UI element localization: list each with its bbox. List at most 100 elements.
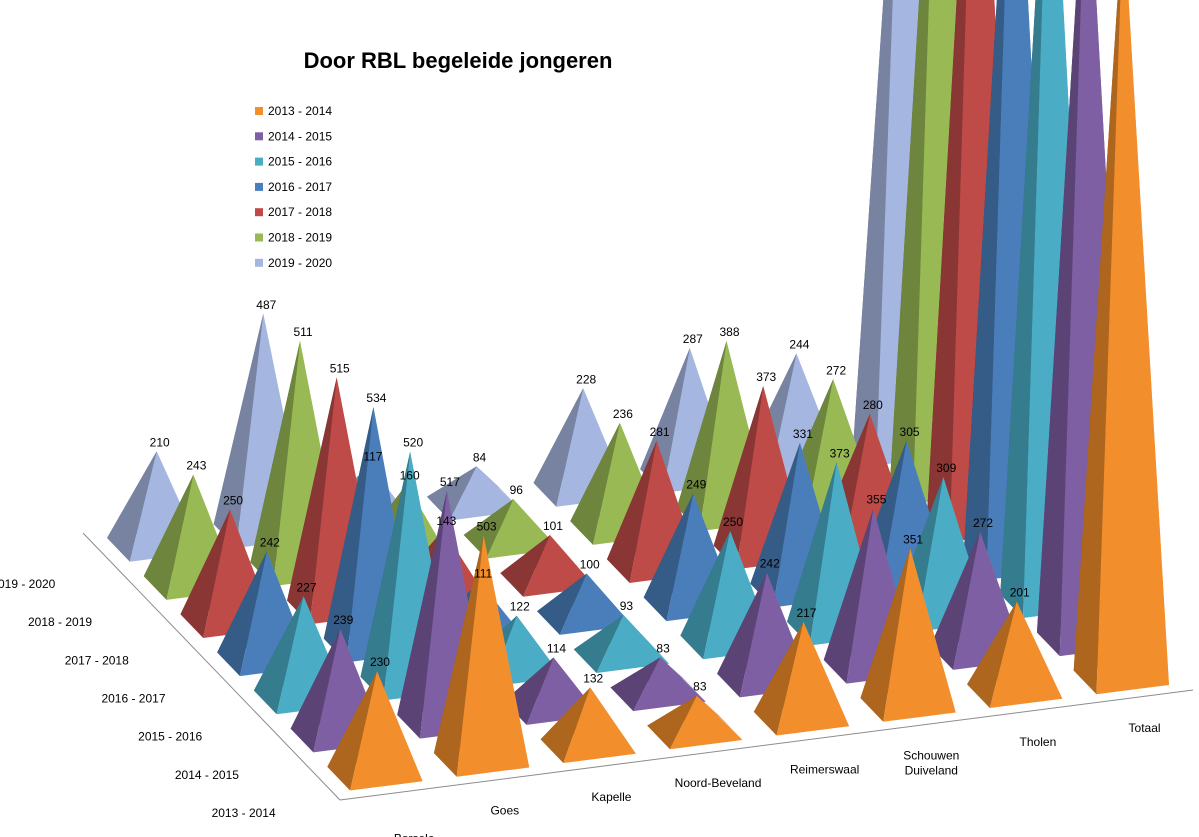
pyramid-front-face bbox=[1096, 0, 1169, 695]
data-labels: 2104871178422828724416572435111609623638… bbox=[150, 298, 1030, 694]
pyramid-left-face bbox=[290, 629, 341, 753]
legend-label: 2014 - 2015 bbox=[268, 129, 332, 143]
data-label: 239 bbox=[333, 613, 353, 627]
data-label: 111 bbox=[474, 567, 493, 581]
data-label: 114 bbox=[547, 641, 566, 655]
data-label: 101 bbox=[543, 519, 563, 533]
pyramid-left-face bbox=[143, 474, 194, 600]
pyramid-left-face bbox=[253, 596, 304, 715]
pyramid-right-face bbox=[476, 466, 523, 512]
pyramid-left-face bbox=[676, 341, 727, 532]
x-tick-label: Goes bbox=[490, 804, 519, 818]
pyramid-left-face bbox=[610, 657, 661, 712]
data-label: 351 bbox=[903, 532, 923, 546]
pyramid-left-face bbox=[250, 341, 301, 587]
data-label: 272 bbox=[826, 363, 846, 377]
data-label: 388 bbox=[719, 325, 739, 339]
data-label: 331 bbox=[793, 427, 813, 441]
data-label: 373 bbox=[830, 446, 850, 460]
chart-title: Door RBL begeleide jongeren bbox=[304, 48, 613, 73]
data-label: 517 bbox=[440, 475, 460, 489]
pyramid-bar bbox=[713, 386, 809, 570]
data-label: 201 bbox=[1010, 586, 1030, 600]
pyramid-left-face bbox=[107, 451, 157, 562]
pyramid-left-face bbox=[606, 440, 657, 583]
data-label: 250 bbox=[223, 494, 243, 508]
data-label: 281 bbox=[650, 425, 670, 439]
pyramid-left-face bbox=[750, 442, 800, 608]
data-label: 143 bbox=[436, 514, 456, 528]
legend-swatch bbox=[255, 182, 263, 191]
data-label: 244 bbox=[789, 338, 809, 352]
pyramid-left-face bbox=[537, 573, 587, 635]
pyramid-bar bbox=[823, 508, 919, 684]
data-label: 287 bbox=[683, 332, 703, 346]
pyramid-bar bbox=[643, 493, 739, 622]
pyramid-bar bbox=[717, 572, 813, 698]
x-tick-label: Totaal bbox=[1129, 721, 1161, 735]
legend-swatch bbox=[255, 208, 263, 217]
pyramid-right-face bbox=[660, 657, 706, 702]
legend-label: 2018 - 2019 bbox=[268, 231, 332, 245]
pyramid-bar bbox=[433, 535, 530, 777]
pyramid-front-face bbox=[989, 601, 1063, 709]
data-label: 236 bbox=[613, 407, 633, 421]
pyramid-left-face bbox=[753, 622, 804, 736]
y-tick-label: 2015 - 2016 bbox=[138, 730, 202, 744]
data-label: 160 bbox=[400, 468, 420, 482]
data-label: 355 bbox=[866, 492, 886, 506]
data-label: 228 bbox=[576, 372, 596, 386]
pyramid-left-face bbox=[1000, 0, 1043, 619]
pyramid-left-face bbox=[327, 671, 377, 791]
pyramid-left-face bbox=[680, 531, 731, 660]
pyramid-bar bbox=[327, 671, 423, 791]
data-label: 249 bbox=[686, 477, 706, 491]
pyramid-left-face bbox=[217, 551, 267, 677]
pyramid-left-face bbox=[360, 451, 411, 701]
data-label: 230 bbox=[370, 655, 390, 669]
legend-item: 2016 - 2017 bbox=[255, 180, 332, 194]
data-label: 84 bbox=[473, 450, 487, 464]
data-label: 515 bbox=[330, 362, 350, 376]
data-label: 242 bbox=[760, 557, 780, 571]
pyramid-front-face bbox=[596, 614, 670, 674]
legend-label: 2013 - 2014 bbox=[268, 104, 332, 118]
data-label: 280 bbox=[863, 398, 883, 412]
data-label: 373 bbox=[756, 370, 776, 384]
y-tick-label: 2017 - 2018 bbox=[65, 653, 129, 667]
data-label: 272 bbox=[973, 516, 993, 530]
data-label: 511 bbox=[293, 325, 312, 339]
x-tick-label: Schouwen Duiveland bbox=[903, 749, 959, 778]
pyramid-bar bbox=[537, 573, 633, 635]
pyramid-left-face bbox=[890, 0, 929, 504]
pyramid-left-face bbox=[213, 313, 264, 548]
legend-label: 2015 - 2016 bbox=[268, 155, 332, 169]
legend-item: 2017 - 2018 bbox=[255, 205, 332, 219]
pyramid-left-face bbox=[930, 531, 980, 670]
pyramid-bar bbox=[610, 657, 706, 712]
pyramid-left-face bbox=[433, 535, 484, 777]
pyramid-left-face bbox=[287, 377, 337, 625]
pyramid-left-face bbox=[1073, 0, 1121, 695]
legend-item: 2019 - 2020 bbox=[255, 256, 332, 270]
pyramid-right-face bbox=[696, 695, 743, 740]
y-axis-line bbox=[82, 532, 341, 801]
pyramid-front-face bbox=[633, 657, 706, 712]
data-label: 242 bbox=[260, 535, 280, 549]
pyramid-left-face bbox=[926, 0, 967, 542]
y-tick-label: 2019 - 2020 bbox=[0, 577, 56, 591]
data-label: 250 bbox=[723, 515, 743, 529]
data-label: 100 bbox=[580, 558, 600, 572]
pyramid-bar bbox=[967, 601, 1063, 709]
pyramid-bar bbox=[573, 614, 670, 674]
data-label: 210 bbox=[150, 435, 170, 449]
pyramid-left-face bbox=[397, 491, 447, 739]
data-label: 93 bbox=[620, 599, 634, 613]
plot-area bbox=[107, 0, 1169, 791]
pyramid-left-face bbox=[500, 535, 550, 597]
pyramid-bar bbox=[540, 687, 636, 764]
pyramid-left-face bbox=[426, 466, 477, 521]
pyramid-left-face bbox=[643, 493, 694, 622]
y-tick-label: 2013 - 2014 bbox=[212, 806, 276, 820]
data-label: 117 bbox=[363, 449, 382, 463]
